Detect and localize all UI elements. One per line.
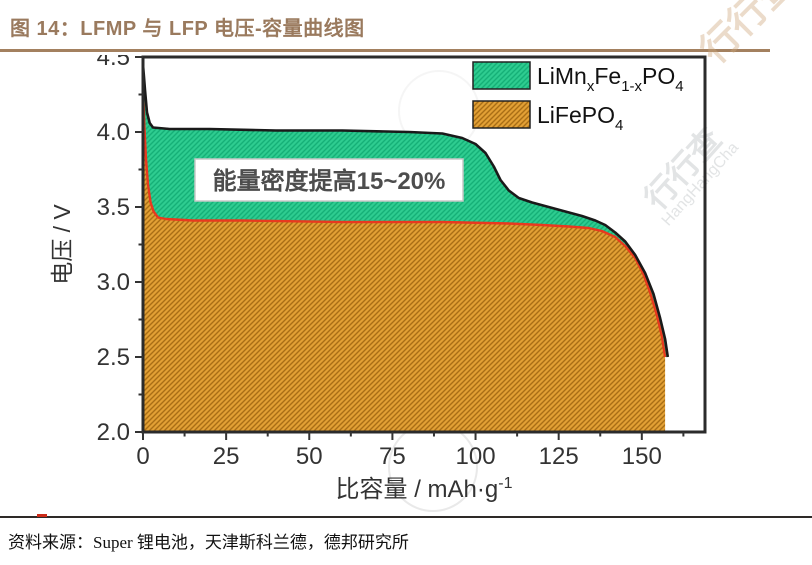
annotation: 能量密度提高15~20%	[194, 158, 464, 202]
y-tick-label: 4.0	[97, 119, 130, 146]
annotation-text: 能量密度提高15~20%	[213, 167, 446, 195]
axis-tick-labels: 0 25 50 75 100 125 150 2.0 2.5 3.0 3.5 4.0 4.5	[97, 55, 662, 470]
lfmp-area	[143, 64, 668, 357]
annotation-box	[194, 158, 464, 202]
x-tick-label: 125	[539, 443, 579, 470]
lfp-area	[143, 87, 666, 432]
y-tick-label: 4.5	[97, 55, 130, 71]
title-rule	[0, 49, 770, 52]
voltage-capacity-chart: 0 25 50 75 100 125 150 2.0 2.5 3.0 3.5 4.0 4.5 电压 / V…	[49, 55, 707, 503]
y-tick-label: 2.0	[97, 419, 130, 446]
chart-area: 0 25 50 75 100 125 150 2.0 2.5 3.0 3.5 4.0 4.5 电压 / V…	[0, 53, 812, 523]
lfmp-curve	[141, 64, 670, 358]
y-tick-label: 3.5	[97, 194, 130, 221]
y-tick-label: 3.0	[97, 269, 130, 296]
source-divider-rule	[0, 514, 812, 518]
legend-swatch	[472, 61, 531, 90]
y-tick-label: 2.5	[97, 344, 130, 371]
axis-ticks	[135, 56, 685, 440]
x-tick-label: 100	[456, 443, 496, 470]
legend-swatch	[472, 100, 531, 129]
source-line: 资料来源：Super 锂电池，天津斯科兰德，德邦研究所	[8, 533, 409, 552]
figure-title: 图 14：LFMP 与 LFP 电压-容量曲线图	[10, 18, 365, 40]
y-axis-title: 电压 / V	[49, 204, 75, 285]
red-dash-mark	[37, 514, 47, 517]
x-axis-title: 比容量 / mAh·g-1	[336, 475, 513, 503]
legend-label: LiFePO4	[537, 102, 623, 134]
x-tick-label: 75	[379, 443, 406, 470]
lfp-curve	[141, 86, 667, 358]
legend-label: LiMnxFe1-xPO4	[537, 63, 684, 95]
x-tick-label: 150	[622, 443, 662, 470]
x-tick-label: 0	[136, 443, 149, 470]
x-tick-label: 50	[296, 443, 323, 470]
legend: LiMnxFe1-xPO4 LiFePO4	[472, 61, 684, 134]
x-tick-label: 25	[213, 443, 240, 470]
